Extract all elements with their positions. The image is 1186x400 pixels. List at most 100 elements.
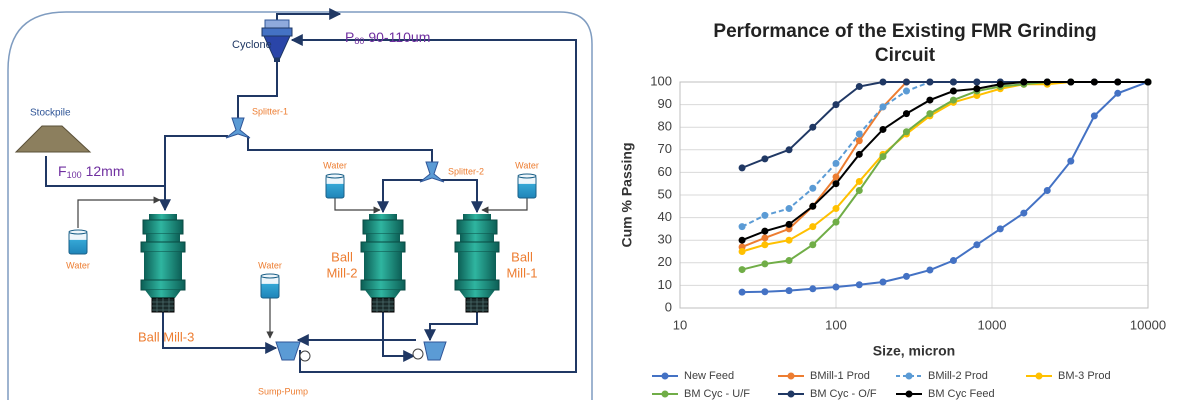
data-point [973,241,980,248]
legend-label: BM Cyc - U/F [684,388,750,400]
data-point [903,273,910,280]
data-point [926,267,933,274]
legend-marker [1036,373,1043,380]
y-tick-label: 50 [658,186,672,201]
y-tick-label: 80 [658,119,672,134]
data-point [903,110,910,117]
water-label: Water [515,160,539,170]
data-point [833,205,840,212]
data-point [739,289,746,296]
data-point [856,130,863,137]
y-tick-label: 40 [658,209,672,224]
legend-marker [788,373,795,380]
data-point [809,185,816,192]
data-point [833,180,840,187]
chart-title: Performance of the Existing FMR Grinding… [685,20,1125,68]
flow-lines [46,14,576,372]
data-point [739,248,746,255]
splitter-2-label: Splitter-2 [448,166,484,176]
y-axis-label: Cum % Passing [619,142,635,247]
data-point [1067,158,1074,165]
data-point [1067,79,1074,86]
data-point [761,260,768,267]
x-tick-label: 10 [673,317,687,332]
data-point [761,155,768,162]
data-point [761,212,768,219]
data-point [903,79,910,86]
x-axis-label: Size, micron [873,343,955,359]
ball-mill-2-label: Ball [331,249,353,264]
data-point [1091,112,1098,119]
data-point [809,285,816,292]
y-tick-label: 30 [658,232,672,247]
y-tick-label: 100 [650,73,672,88]
data-point [1091,79,1098,86]
data-point [950,257,957,264]
feed-subscript: 100 [67,170,82,180]
series-line [742,82,1148,292]
data-point [973,79,980,86]
data-point [809,124,816,131]
data-point [950,88,957,95]
data-point [786,221,793,228]
data-point [856,151,863,158]
legend-marker [662,373,669,380]
data-point [926,110,933,117]
data-point [833,101,840,108]
water-label: Water [258,260,282,270]
stockpile-label: Stockpile [30,108,71,119]
series-line [742,82,1047,227]
data-point [973,85,980,92]
data-point [1020,210,1027,217]
feed-text: 12mm [86,163,125,179]
data-point [879,79,886,86]
ball-mill-3-label: Ball Mill-3 [138,329,194,344]
water-label: Water [323,160,347,170]
legend-marker [662,391,669,398]
data-point [739,237,746,244]
data-point [997,225,1004,232]
data-point [739,164,746,171]
data-point [833,160,840,167]
data-point [1145,79,1152,86]
data-point [879,279,886,286]
product-text: 90-110um [368,29,430,45]
ball-mill-2-label: Mill-2 [326,265,357,280]
data-point [1044,187,1051,194]
legend-marker [788,391,795,398]
legend-label: New Feed [684,370,734,382]
data-point [761,228,768,235]
product-symbol: P [345,29,354,45]
data-point [856,178,863,185]
data-point [786,237,793,244]
data-point [903,128,910,135]
y-tick-label: 90 [658,96,672,111]
data-point [997,81,1004,88]
y-tick-label: 0 [665,299,672,314]
sump-pump-label: Sump-Pump [258,386,308,396]
x-tick-label: 1000 [978,317,1007,332]
data-point [926,79,933,86]
data-point [786,287,793,294]
data-point [926,97,933,104]
data-point [879,153,886,160]
data-point [786,146,793,153]
x-tick-label: 10000 [1130,317,1166,332]
data-point [856,83,863,90]
legend-label: BM-3 Prod [1058,370,1111,382]
data-point [809,241,816,248]
data-point [856,187,863,194]
data-point [950,79,957,86]
y-tick-label: 60 [658,164,672,179]
legend-marker [906,391,913,398]
data-point [739,266,746,273]
data-point [809,203,816,210]
data-point [786,205,793,212]
data-point [879,126,886,133]
data-point [833,219,840,226]
y-tick-label: 10 [658,277,672,292]
data-point [856,281,863,288]
data-point [950,97,957,104]
